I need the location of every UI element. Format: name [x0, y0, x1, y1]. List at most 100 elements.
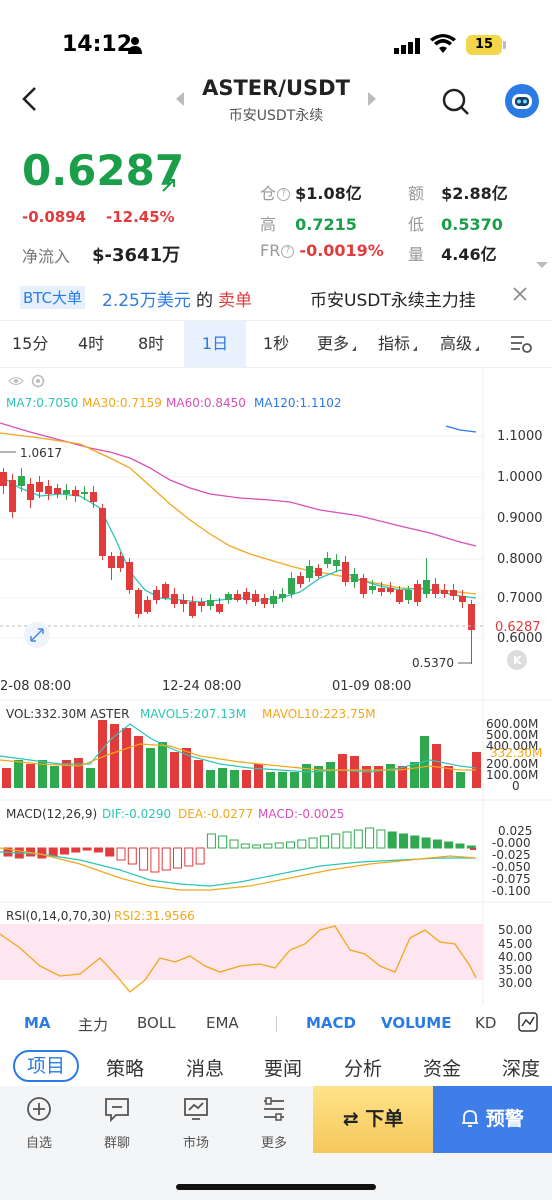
price-change: -0.0894 [22, 208, 87, 226]
macd-bar [466, 845, 476, 849]
date-label: 12-24 08:00 [162, 679, 241, 694]
macd-bar [421, 837, 431, 849]
candle-body [72, 490, 79, 496]
tab-8h[interactable]: 8时 [138, 334, 165, 353]
close-icon[interactable] [512, 286, 528, 302]
mavol10-legend: MAVOL10:223.75M [262, 707, 376, 721]
ma120-legend: MA120:1.1102 [254, 396, 342, 410]
place-order-button[interactable]: ⇄ 下单 [313, 1086, 433, 1153]
nav-watchlist[interactable]: 自选 [9, 1096, 69, 1151]
price-alert-button[interactable]: 预警 [433, 1086, 552, 1153]
swap-icon: ⇄ [342, 1108, 359, 1130]
volume-bar [2, 768, 11, 788]
tab-4h[interactable]: 4时 [78, 334, 105, 353]
indicator-kd[interactable]: KD [475, 1014, 497, 1032]
search-icon[interactable] [442, 88, 470, 116]
tab-15m[interactable]: 15分 [12, 334, 49, 353]
nav-more[interactable]: 更多 [244, 1096, 304, 1151]
tab-depth[interactable]: 深度 [502, 1058, 541, 1080]
tab-more-label: 更多 [317, 334, 350, 353]
ma30-legend: MA30:0.7159 [82, 396, 162, 410]
eye-icon [8, 377, 24, 385]
macd-bar [184, 847, 194, 867]
chevron-down-icon [410, 334, 417, 353]
prev-pair-icon[interactable] [176, 92, 184, 106]
kline-chart[interactable]: MA7:0.7050 MA30:0.7159 MA60:0.8450 MA120… [0, 368, 552, 1004]
ma120-line [445, 425, 477, 433]
help-icon[interactable]: ? [281, 245, 295, 258]
chart-settings-icon[interactable] [510, 334, 532, 354]
macd-bar [105, 847, 115, 857]
tab-headlines[interactable]: 要闻 [264, 1058, 303, 1080]
tab-strategy[interactable]: 策略 [106, 1058, 145, 1080]
help-icon[interactable]: ? [277, 188, 291, 201]
ticker-next: 币安USDT永续主力挂 [310, 291, 476, 311]
amount-value: $2.88亿 [441, 184, 508, 203]
indicator-macd[interactable]: MACD [306, 1014, 356, 1032]
draw-tool-icon[interactable] [518, 1012, 538, 1032]
indicator-volume[interactable]: VOLUME [381, 1014, 452, 1032]
candle-body [189, 602, 196, 616]
candle-body [243, 592, 250, 600]
person-icon [128, 37, 142, 54]
tab-1s[interactable]: 1秒 [263, 334, 290, 353]
next-pair-icon[interactable] [368, 92, 376, 106]
volume-bar [110, 724, 119, 788]
pair-title[interactable]: ASTER/USDT [202, 76, 350, 100]
macd-bar [308, 837, 318, 849]
vol-last-tag: 332.30M [490, 746, 542, 760]
tab-analysis[interactable]: 分析 [344, 1058, 383, 1080]
indicator-boll[interactable]: BOLL [137, 1014, 176, 1032]
tab-1d[interactable]: 1日 [184, 321, 246, 367]
tab-project[interactable]: 项目 [13, 1050, 80, 1082]
back-icon[interactable] [20, 86, 40, 112]
candle-body [279, 594, 286, 598]
indicator-ema[interactable]: EMA [206, 1014, 239, 1032]
vol-tick: 100.00M [486, 768, 538, 782]
ma30-line [0, 432, 477, 595]
macd-bar [71, 847, 81, 853]
candle-body [369, 586, 376, 590]
candle-body [108, 556, 115, 568]
candle-body [288, 578, 295, 594]
expand-caret-icon[interactable] [536, 262, 548, 268]
candle-body [333, 560, 340, 566]
high-value: 0.7215 [295, 215, 357, 234]
candle-body [54, 488, 61, 494]
volume-bar [290, 772, 299, 788]
candle-body [405, 590, 412, 600]
amount-label: 额 [408, 184, 425, 203]
ma60-line [0, 422, 477, 547]
candle-body [9, 480, 16, 512]
price-tick: 1.1000 [497, 429, 543, 444]
indicator-main-force[interactable]: 主力 [78, 1016, 109, 1034]
tab-funds[interactable]: 资金 [423, 1058, 462, 1080]
vol-tick: 400.00M [486, 739, 538, 753]
dif-line [0, 851, 476, 887]
nav-market[interactable]: 市场 [166, 1096, 226, 1151]
indicator-ma[interactable]: MA [24, 1014, 51, 1032]
candle-body [342, 562, 349, 582]
oi-label: 仓 [260, 184, 277, 203]
tab-indicators[interactable]: 指标 [378, 321, 417, 367]
nav-chat-label: 群聊 [103, 1136, 130, 1151]
candle-body [234, 594, 241, 600]
volume-bar [206, 770, 215, 788]
candle-body [36, 482, 43, 492]
volume-value: 4.46亿 [441, 245, 497, 264]
robot-assistant-icon[interactable] [505, 84, 539, 118]
macd-bar [376, 829, 386, 849]
volume-bar [230, 770, 239, 788]
macd-bar [331, 833, 341, 849]
nav-chat[interactable]: 群聊 [87, 1096, 147, 1151]
macd-bar [410, 835, 420, 849]
candle-body [423, 580, 430, 594]
tab-more[interactable]: 更多 [317, 321, 356, 367]
tab-advanced[interactable]: 高级 [440, 321, 479, 367]
candle-body [306, 566, 313, 578]
tab-news[interactable]: 消息 [186, 1058, 225, 1080]
macd-bar [150, 847, 160, 873]
nav-watchlist-label: 自选 [25, 1136, 52, 1151]
candle-body [117, 556, 124, 568]
net-inflow-value: $-3641万 [92, 245, 181, 266]
